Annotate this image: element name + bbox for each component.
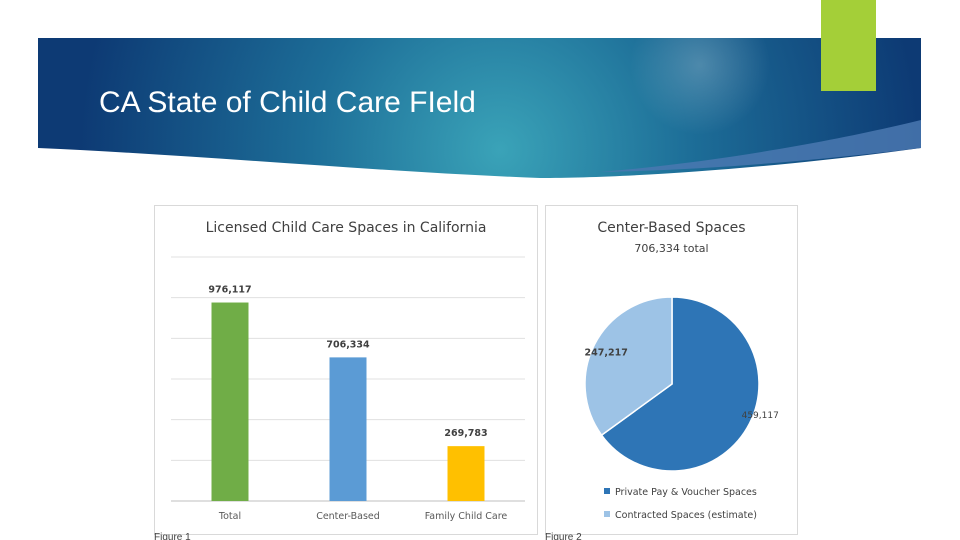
slide-title: CA State of Child Care FIeld <box>99 86 476 119</box>
pie-slice-contracted <box>584 296 673 437</box>
header-swoosh <box>600 120 921 172</box>
figure-2-caption: Figure 2 <box>545 532 582 540</box>
legend-label: Contracted Spaces (estimate) <box>615 510 757 521</box>
header-banner <box>38 0 921 178</box>
category-tick-label: Total <box>218 511 241 522</box>
data-label: 247,217 <box>585 348 628 359</box>
data-label: 269,783 <box>444 428 487 439</box>
pie-chart-panel: Center-Based Spaces 706,334 total 459,11… <box>545 205 798 535</box>
bar-family-child-care <box>447 446 485 501</box>
bar-chart-title: Licensed Child Care Spaces in California <box>205 220 487 236</box>
header-glow <box>38 38 921 158</box>
category-tick-label: Family Child Care <box>425 511 508 522</box>
accent-bar <box>821 0 876 91</box>
bar-chart: 976,117 Total 706,334 Center-Based 269,783 Fa… <box>171 256 525 522</box>
legend-item-private-pay: Private Pay & Voucher Spaces <box>604 487 757 498</box>
legend-swatch <box>604 511 610 517</box>
pie-chart-subtitle: 706,334 total <box>634 242 709 255</box>
legend-item-contracted: Contracted Spaces (estimate) <box>604 510 757 521</box>
pie-chart: 459,117 247,217 <box>584 296 779 472</box>
pie-chart-title: Center-Based Spaces <box>597 220 746 236</box>
category-tick-label: Center-Based <box>316 511 380 522</box>
pie-slice-private-pay <box>600 296 760 472</box>
bar-center-based <box>329 357 367 501</box>
data-label: 459,117 <box>742 411 779 421</box>
legend-label: Private Pay & Voucher Spaces <box>615 487 757 498</box>
figure-1-caption: Figure 1 <box>154 532 191 540</box>
bar-total <box>211 302 249 501</box>
legend-swatch <box>604 488 610 494</box>
data-label: 976,117 <box>208 285 251 296</box>
data-label: 706,334 <box>326 339 370 350</box>
bar-chart-panel: Licensed Child Care Spaces in California… <box>154 205 538 535</box>
